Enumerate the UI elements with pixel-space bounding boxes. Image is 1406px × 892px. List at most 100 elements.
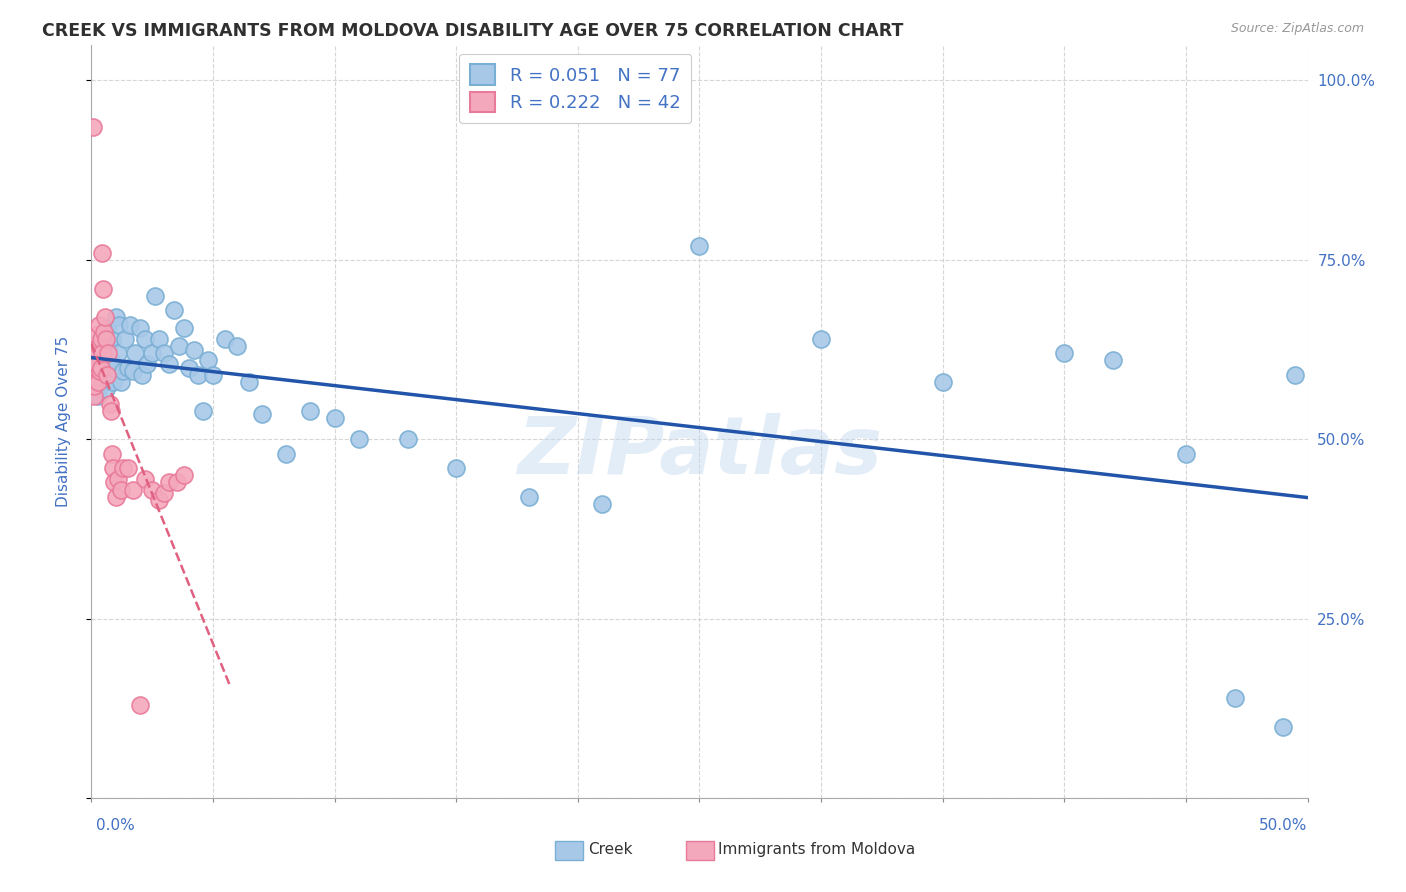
- Point: [226, 339, 249, 353]
- Point: [86, 364, 108, 378]
- Point: [134, 472, 156, 486]
- Point: [87, 318, 110, 332]
- Point: [591, 497, 613, 511]
- Point: [129, 698, 152, 712]
- Point: [93, 325, 115, 339]
- Point: [141, 483, 163, 497]
- Point: [517, 490, 540, 504]
- Point: [84, 382, 107, 396]
- Point: [104, 310, 127, 325]
- Point: [107, 472, 129, 486]
- Point: [94, 328, 117, 343]
- Point: [90, 360, 112, 375]
- Point: [91, 368, 114, 382]
- Point: [238, 375, 260, 389]
- Point: [84, 353, 107, 368]
- Point: [97, 346, 120, 360]
- Point: [108, 318, 131, 332]
- Point: [121, 364, 143, 378]
- Point: [177, 360, 200, 375]
- Point: [82, 364, 104, 378]
- Point: [103, 461, 125, 475]
- Point: [183, 343, 205, 357]
- Text: Creek: Creek: [588, 842, 633, 856]
- Point: [90, 346, 112, 360]
- Point: [688, 238, 710, 252]
- Point: [347, 433, 370, 447]
- Point: [323, 410, 346, 425]
- Point: [167, 339, 190, 353]
- Point: [1102, 353, 1125, 368]
- Point: [810, 332, 832, 346]
- Point: [94, 332, 117, 346]
- Point: [1053, 346, 1076, 360]
- Point: [90, 332, 112, 346]
- Point: [173, 468, 195, 483]
- Point: [83, 378, 105, 392]
- Point: [143, 289, 166, 303]
- Point: [153, 346, 176, 360]
- Point: [104, 490, 127, 504]
- Point: [202, 368, 225, 382]
- Point: [101, 332, 124, 346]
- Point: [91, 245, 114, 260]
- Point: [84, 328, 107, 343]
- Point: [94, 310, 117, 325]
- Point: [121, 483, 143, 497]
- Point: [250, 407, 273, 421]
- Point: [103, 475, 125, 490]
- Point: [89, 339, 111, 353]
- Y-axis label: Disability Age Over 75: Disability Age Over 75: [56, 336, 70, 507]
- Point: [131, 368, 153, 382]
- Point: [91, 350, 114, 364]
- Point: [84, 375, 107, 389]
- Point: [101, 447, 124, 461]
- Point: [90, 332, 112, 346]
- Point: [103, 375, 125, 389]
- Point: [98, 364, 121, 378]
- Point: [110, 483, 132, 497]
- Point: [110, 375, 132, 389]
- Point: [83, 389, 105, 403]
- Point: [103, 360, 125, 375]
- Point: [166, 475, 188, 490]
- Point: [87, 375, 110, 389]
- Point: [94, 343, 117, 357]
- Point: [153, 486, 176, 500]
- Point: [98, 396, 121, 410]
- Point: [91, 282, 114, 296]
- Point: [90, 346, 112, 360]
- Point: [117, 461, 139, 475]
- Point: [111, 461, 134, 475]
- Point: [148, 493, 170, 508]
- Point: [86, 343, 108, 357]
- Point: [396, 433, 419, 447]
- Point: [87, 389, 110, 403]
- Point: [89, 364, 111, 378]
- Point: [931, 375, 953, 389]
- Point: [214, 332, 236, 346]
- Point: [100, 353, 122, 368]
- Point: [173, 321, 195, 335]
- Point: [187, 368, 209, 382]
- Point: [444, 461, 467, 475]
- Point: [157, 475, 180, 490]
- Point: [1284, 368, 1306, 382]
- Point: [93, 375, 115, 389]
- Point: [193, 403, 215, 417]
- Point: [111, 364, 134, 378]
- Point: [107, 346, 129, 360]
- Text: ZIPatlas: ZIPatlas: [517, 413, 882, 491]
- Point: [90, 360, 112, 375]
- Point: [1223, 690, 1246, 705]
- Point: [299, 403, 322, 417]
- Point: [274, 447, 297, 461]
- Point: [84, 346, 107, 360]
- Point: [86, 357, 108, 371]
- Point: [148, 332, 170, 346]
- Point: [114, 332, 136, 346]
- Point: [136, 357, 159, 371]
- Text: 50.0%: 50.0%: [1260, 818, 1308, 832]
- Point: [94, 382, 117, 396]
- Text: 0.0%: 0.0%: [96, 818, 135, 832]
